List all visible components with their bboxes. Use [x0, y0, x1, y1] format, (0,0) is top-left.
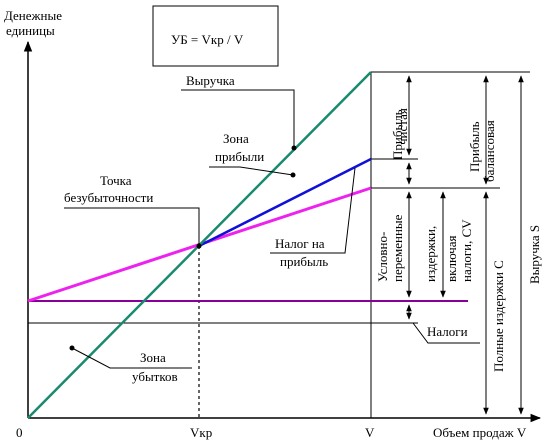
annotation-breakeven-2: безубыточности [64, 190, 153, 205]
leader-loss-zone [71, 347, 192, 369]
annotation-taxes: Налоги [427, 324, 468, 339]
label-semi-variable-4: включая [444, 236, 459, 282]
leader-tax-on-profit [270, 167, 356, 254]
breakeven-dot [196, 243, 202, 249]
label-semi-variable-5: налоги, CV [459, 219, 474, 282]
leader-revenue [181, 89, 295, 148]
profit-after-tax-line [198, 157, 372, 248]
origin-label: 0 [16, 425, 23, 440]
label-net-profit-2: чистая [395, 108, 410, 145]
leader-profit-zone-dot [290, 172, 296, 178]
annotation-loss-zone-2: убытков [132, 369, 178, 384]
annotation-profit-zone-2: прибыли [215, 149, 264, 164]
x-tick-vkr: Vкр [190, 425, 212, 440]
annotation-tax-on-profit-1: Налог на [275, 236, 325, 251]
label-semi-variable-1: Условно- [375, 232, 390, 282]
label-semi-variable-2: переменные [390, 214, 405, 282]
annotation-loss-zone-1: Зона [140, 350, 166, 365]
leader-revenue-dot [291, 145, 297, 151]
leader-loss-zone-dot [69, 345, 75, 351]
annotation-revenue: Выручка [186, 73, 235, 88]
formula-box [152, 5, 279, 67]
leader-breakeven [64, 207, 200, 246]
label-net-profit-1: Прибыль [390, 109, 405, 160]
x-tick-v: V [365, 425, 375, 440]
y-axis-label-line2: единицы [6, 23, 55, 38]
label-balance-profit-1: Прибыль [467, 121, 482, 172]
leader-taxes [412, 322, 480, 344]
leader-profit-zone [209, 166, 294, 176]
label-balance-profit-2: балансовая [482, 120, 497, 182]
label-revenue-s: Выручка S [527, 225, 542, 284]
formula-text: УБ = Vкр / V [171, 32, 244, 47]
label-semi-variable-3: издержки, [423, 226, 438, 282]
annotation-profit-zone-1: Зона [223, 131, 249, 146]
x-axis-label: Объем продаж V [433, 425, 527, 440]
y-axis-label-line1: Денежные [4, 8, 62, 23]
annotation-tax-on-profit-2: прибыль [280, 254, 328, 269]
label-full-costs: Полные издержки C [491, 260, 506, 372]
annotation-breakeven-1: Точка [100, 173, 132, 188]
